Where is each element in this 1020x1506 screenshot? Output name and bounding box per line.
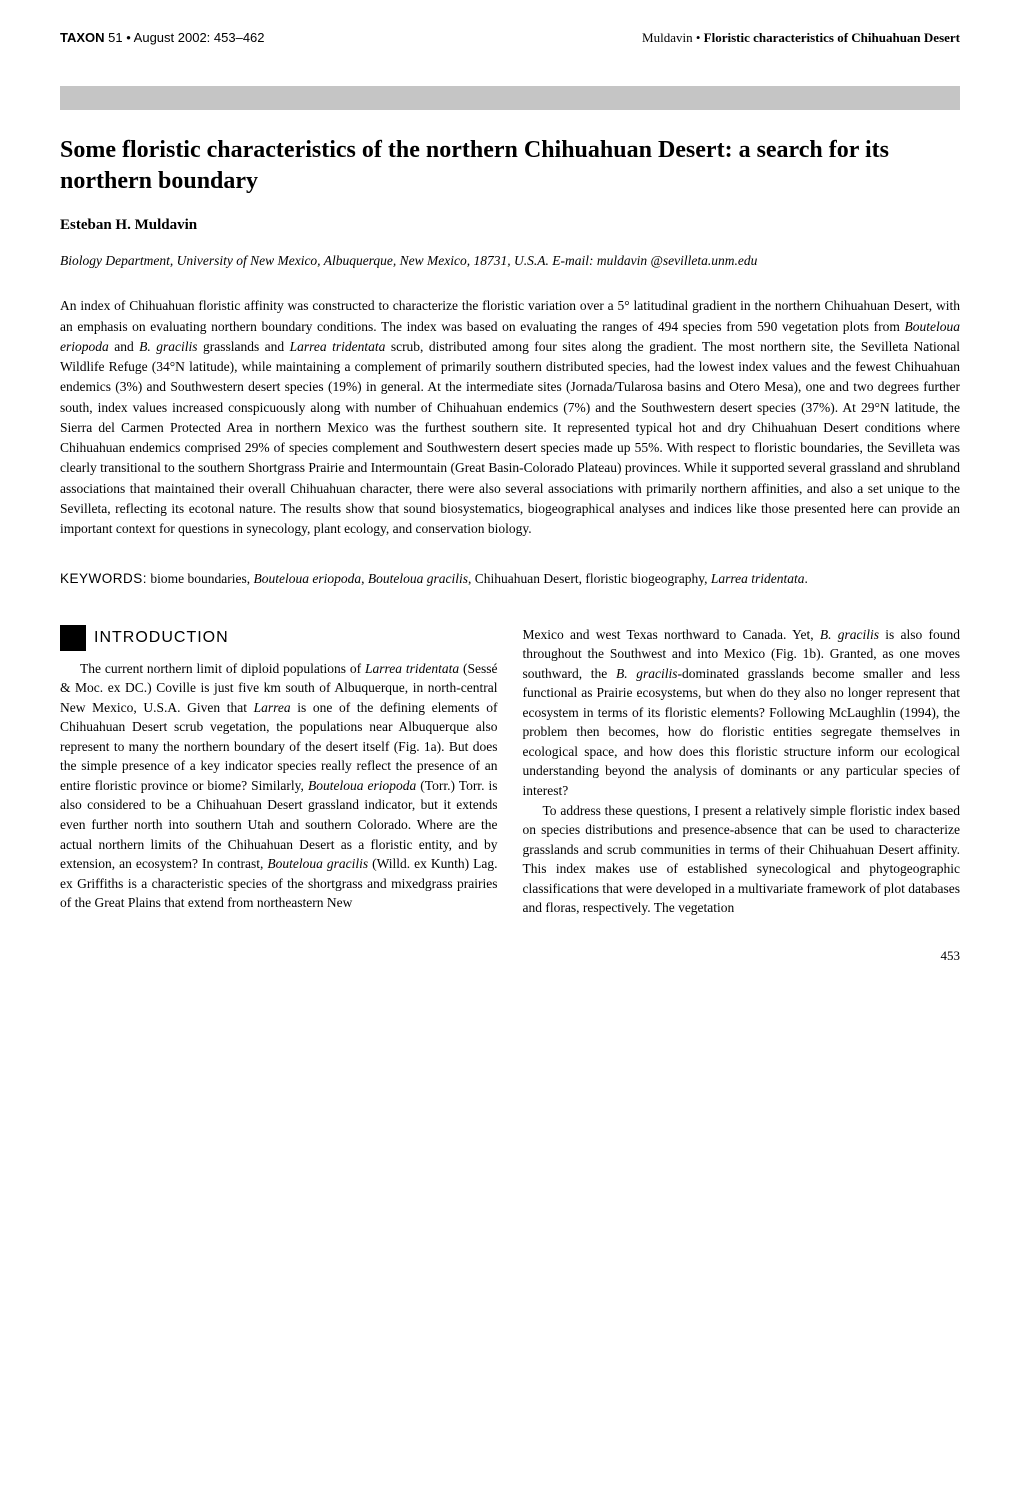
keywords-italic: Larrea tridentata: [711, 571, 805, 586]
abstract: An index of Chihuahuan floristic affinit…: [60, 296, 960, 539]
section-title: INTRODUCTION: [94, 626, 229, 649]
abstract-italic: B. gracilis: [139, 339, 197, 354]
body-columns: INTRODUCTION The current northern limit …: [60, 625, 960, 918]
abstract-text: grasslands and: [198, 339, 290, 354]
journal-name: TAXON: [60, 30, 105, 45]
section-marker-icon: [60, 625, 86, 651]
author-header: Muldavin •: [642, 30, 704, 45]
keywords-italic: Bouteloua gracilis: [368, 571, 468, 586]
body-text: -dominated grasslands become smaller and…: [523, 666, 961, 798]
body-italic: Bouteloua eriopoda: [308, 778, 416, 793]
body-paragraph: To address these questions, I present a …: [523, 801, 961, 918]
section-header: INTRODUCTION: [60, 625, 498, 651]
body-italic: Bouteloua gracilis: [267, 856, 368, 871]
body-paragraph: Mexico and west Texas northward to Canad…: [523, 625, 961, 801]
author-name: Esteban H. Muldavin: [60, 217, 960, 234]
abstract-text: scrub, distributed among four sites alon…: [60, 339, 960, 536]
body-italic: Larrea tridentata: [365, 661, 459, 676]
right-column: Mexico and west Texas northward to Canad…: [523, 625, 961, 918]
keywords-label: KEYWORDS:: [60, 571, 147, 586]
body-text: The current northern limit of diploid po…: [80, 661, 365, 676]
keywords-italic: Bouteloua eriopoda: [254, 571, 362, 586]
page-header: TAXON 51 • August 2002: 453–462 Muldavin…: [60, 30, 960, 46]
page-number: 453: [60, 948, 960, 964]
header-right: Muldavin • Floristic characteristics of …: [642, 30, 960, 46]
keywords-text: biome boundaries,: [147, 571, 253, 586]
keywords-text: , Chihuahuan Desert, floristic biogeogra…: [468, 571, 711, 586]
body-text: Mexico and west Texas northward to Canad…: [523, 627, 820, 642]
keywords: KEYWORDS: biome boundaries, Bouteloua er…: [60, 569, 960, 589]
abstract-text: An index of Chihuahuan floristic affinit…: [60, 298, 960, 333]
article-title: Some floristic characteristics of the no…: [60, 135, 960, 197]
keywords-text: .: [804, 571, 807, 586]
body-italic: Larrea: [254, 700, 291, 715]
title-bar: [60, 86, 960, 110]
running-title: Floristic characteristics of Chihuahuan …: [704, 30, 960, 45]
body-italic: B. gracilis: [820, 627, 879, 642]
left-column: INTRODUCTION The current northern limit …: [60, 625, 498, 918]
header-left: TAXON 51 • August 2002: 453–462: [60, 30, 265, 46]
body-paragraph: The current northern limit of diploid po…: [60, 659, 498, 913]
abstract-italic: Larrea tridentata: [290, 339, 386, 354]
abstract-text: and: [109, 339, 139, 354]
affiliation: Biology Department, University of New Me…: [60, 252, 960, 271]
body-italic: B. gracilis: [616, 666, 678, 681]
issue-info: 51 • August 2002: 453–462: [105, 30, 265, 45]
keywords-text: ,: [361, 571, 368, 586]
